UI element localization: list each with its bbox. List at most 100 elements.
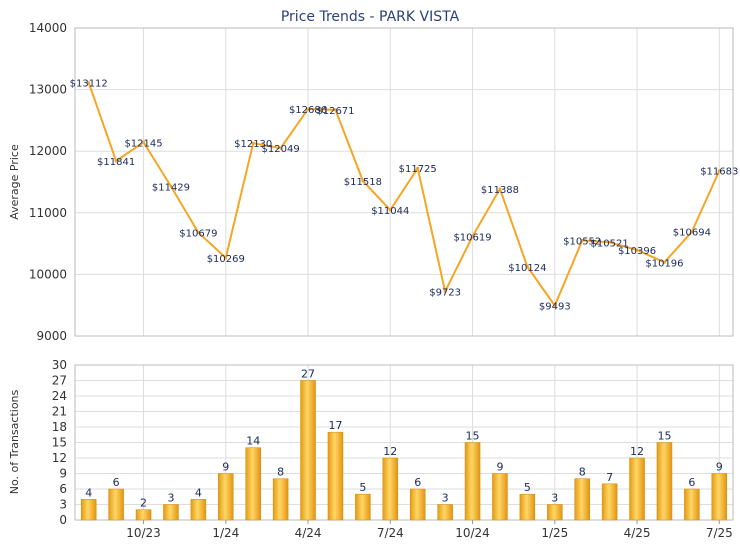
price-data-label: $10521 — [591, 238, 629, 249]
price-data-point — [279, 146, 283, 150]
price-data-label: $10694 — [673, 228, 711, 239]
price-data-label: $10552 — [563, 236, 601, 247]
price-data-label: $10124 — [508, 263, 546, 274]
price-data-point — [443, 289, 447, 293]
price-y-tick-label: 12000 — [29, 144, 67, 158]
price-y-tick-label: 9000 — [36, 329, 67, 343]
price-data-point — [196, 231, 200, 235]
price-plot-frame — [74, 27, 734, 337]
transaction-bar-label: 5 — [524, 481, 531, 494]
transaction-bar-label: 17 — [328, 419, 342, 432]
x-tick-label: 1/24 — [212, 526, 239, 540]
transaction-bar — [574, 478, 590, 521]
price-data-point — [553, 304, 557, 308]
price-data-point — [580, 238, 584, 242]
price-data-point — [361, 179, 365, 183]
transaction-bar-label: 9 — [496, 461, 503, 474]
transaction-bar — [629, 457, 645, 521]
transaction-bar — [409, 488, 426, 521]
transaction-bar-label: 2 — [140, 497, 147, 510]
transaction-bar-label: 5 — [359, 481, 366, 494]
transaction-bar — [300, 380, 316, 521]
price-line-chart: 9000 10000 11000 12000 13000 14000 $13112 $1184… — [29, 21, 739, 343]
price-data-point — [635, 248, 639, 252]
price-data-label: $12049 — [262, 144, 300, 155]
transaction-bar-label: 9 — [222, 461, 229, 474]
price-data-point — [306, 107, 310, 111]
transaction-bar — [492, 473, 508, 521]
price-series-line — [87, 82, 721, 307]
transaction-bar — [519, 493, 536, 521]
transaction-bar-label: 15 — [466, 430, 480, 443]
transaction-bar-label: 9 — [716, 461, 723, 474]
transaction-bar — [656, 442, 673, 521]
transaction-bar — [108, 488, 124, 521]
price-y-tick-label: 11000 — [29, 206, 67, 220]
price-data-point — [251, 141, 255, 145]
transaction-bar-label: 6 — [113, 476, 120, 489]
transaction-bar — [272, 478, 289, 521]
price-data-label: $12145 — [124, 138, 162, 149]
price-data-label: $13112 — [70, 79, 108, 90]
price-data-label: $12130 — [234, 139, 272, 150]
price-data-label: $11841 — [97, 157, 135, 168]
price-data-point — [498, 187, 502, 191]
price-data-label: $9723 — [429, 287, 461, 298]
x-tick-label: 1/25 — [541, 526, 568, 540]
transaction-bar-label: 7 — [606, 471, 613, 484]
transaction-bar-label: 6 — [414, 476, 421, 489]
price-data-point — [388, 208, 392, 212]
transactions-y-tick-label: 24 — [52, 389, 67, 403]
transactions-y-tick-label: 18 — [52, 420, 67, 434]
transaction-bar — [437, 504, 453, 521]
transaction-bar — [382, 457, 399, 521]
price-data-label: $11044 — [371, 206, 409, 217]
transactions-y-tick-label: 9 — [59, 467, 67, 481]
transaction-bar-label: 3 — [551, 492, 558, 505]
transaction-bar — [163, 504, 179, 521]
transaction-bar — [684, 488, 700, 521]
transaction-bar-label: 12 — [630, 445, 644, 458]
transaction-bar-label: 3 — [442, 492, 449, 505]
price-data-point — [690, 230, 694, 234]
price-data-point — [662, 260, 666, 264]
price-data-label: $11725 — [399, 164, 437, 175]
transaction-bar — [190, 499, 207, 521]
x-tick-label: 4/25 — [624, 526, 651, 540]
transaction-bar-label: 4 — [195, 486, 202, 499]
transaction-bar — [245, 447, 261, 521]
price-data-label: $11388 — [481, 185, 519, 196]
price-data-label: $12671 — [316, 106, 354, 117]
price-data-label: $10196 — [645, 258, 683, 269]
x-tick-label: 7/24 — [377, 526, 404, 540]
price-data-point — [717, 169, 721, 173]
price-y-tick-label: 13000 — [29, 83, 67, 97]
x-tick-label: 10/23 — [126, 526, 161, 540]
price-data-label: $10679 — [179, 229, 217, 240]
price-data-point — [416, 166, 420, 170]
transactions-y-tick-label: 3 — [59, 498, 67, 512]
x-tick-label: 4/24 — [295, 526, 322, 540]
price-data-point — [525, 265, 529, 269]
transaction-bar — [135, 509, 152, 521]
price-data-label: $9493 — [539, 302, 571, 313]
transaction-bar — [464, 442, 481, 521]
price-data-label: $10619 — [453, 232, 491, 243]
price-data-label: $11683 — [700, 167, 738, 178]
price-data-point — [114, 159, 118, 163]
transaction-bar — [711, 473, 728, 521]
price-data-point — [333, 108, 337, 112]
price-data-label: $10396 — [618, 246, 656, 257]
transactions-y-tick-label: 21 — [52, 405, 67, 419]
transactions-y-tick-label: 12 — [52, 451, 67, 465]
price-data-label: $11429 — [152, 182, 190, 193]
transactions-y-tick-label: 30 — [52, 358, 67, 372]
transaction-bar — [327, 431, 344, 521]
price-data-point — [169, 184, 173, 188]
transaction-bar — [601, 483, 618, 521]
transaction-bar-label: 8 — [277, 466, 284, 479]
price-data-label: $11518 — [344, 177, 382, 188]
